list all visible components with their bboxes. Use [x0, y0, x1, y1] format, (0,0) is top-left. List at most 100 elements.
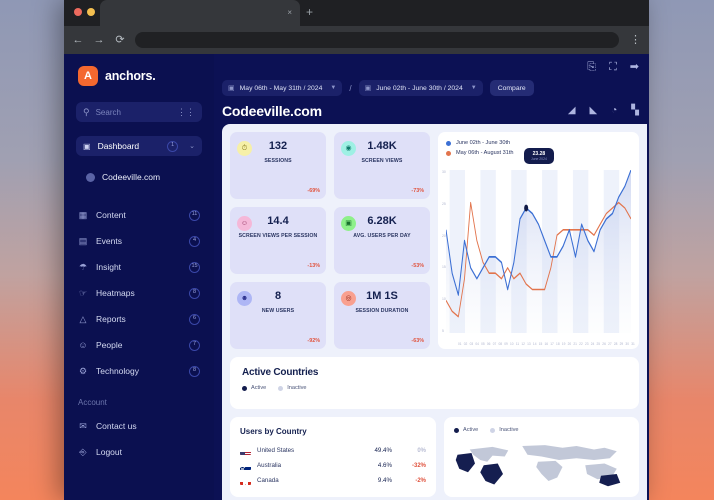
section-title: Active Countries	[242, 367, 319, 378]
app-root: A anchors. ⚲ Search ⋮⋮ ▣ Dashboard 1 ⌄ C…	[64, 54, 649, 500]
legend-item-inactive[interactable]: Inactive	[278, 385, 307, 391]
sidebar-item-events[interactable]: ▤ Events 4	[64, 228, 214, 254]
reload-icon[interactable]: ⟳	[115, 33, 125, 46]
sidebar-item-content[interactable]: ▦ Content 11	[64, 202, 214, 228]
logout-icon: ⎆	[79, 446, 87, 457]
chevron-down-icon[interactable]: ▼	[470, 85, 477, 91]
stat-delta: -92%	[307, 338, 320, 344]
chevron-down-icon[interactable]: ▼	[330, 85, 337, 91]
download-icon[interactable]: ⎘	[587, 61, 597, 73]
browser-tabstrip: × +	[64, 0, 649, 26]
date-range-controls: ▣ May 06th - May 31th / 2024 ▼ / ▣ June …	[222, 80, 534, 96]
logo-icon: A	[78, 66, 98, 86]
close-icon[interactable]: ×	[287, 8, 292, 17]
sidebar-item-reports[interactable]: △ Reports 6	[64, 306, 214, 332]
legend-item-active[interactable]: Active	[454, 427, 478, 433]
brand-logo[interactable]: A anchors.	[64, 54, 214, 86]
map-active-regions	[455, 453, 621, 487]
smile-icon: ☺	[237, 216, 252, 231]
sidebar-subitem-label: Codeeville.com	[102, 172, 161, 182]
x-tick: 29	[619, 342, 624, 346]
legend-item-series-1[interactable]: June 02th - June 30th	[446, 140, 631, 146]
us-flag-icon	[240, 447, 251, 455]
sidebar-item-insight[interactable]: ☂ Insight 15	[64, 254, 214, 280]
chart-line-series-2	[445, 201, 632, 318]
stat-card-sessions[interactable]: ⏱ 132 SESSIONS -69%	[230, 132, 326, 199]
map-legend: Active Inactive	[454, 427, 629, 433]
new-tab-button[interactable]: +	[306, 5, 314, 19]
x-tick: 21	[573, 342, 577, 346]
legend-item-inactive[interactable]: Inactive	[490, 427, 519, 433]
x-tick: 03	[469, 342, 474, 346]
x-tick: 12	[521, 342, 525, 346]
close-window-button[interactable]	[74, 8, 82, 16]
expand-icon[interactable]: ⛶	[609, 61, 617, 73]
x-tick: 07	[492, 342, 497, 346]
country-delta: -2%	[415, 477, 426, 484]
pie-chart-icon[interactable]: ◔	[611, 105, 618, 116]
chevron-down-icon[interactable]: ⌄	[189, 142, 195, 150]
sidebar-item-heatmaps[interactable]: ☞ Heatmaps 8	[64, 280, 214, 306]
address-bar[interactable]	[135, 32, 619, 48]
mail-icon: ✉	[79, 420, 87, 431]
stat-label: NEW USERS	[261, 308, 295, 315]
overview-row: ⏱ 132 SESSIONS -69% ◉ 1.48K SCREEN VIEWS…	[230, 132, 639, 349]
sidebar-item-contact-us[interactable]: ✉ Contact us	[64, 413, 214, 439]
stat-value: 1M 1S	[366, 290, 398, 302]
sidebar-item-technology[interactable]: ⚙ Technology 8	[64, 358, 214, 384]
browser-tab[interactable]: ×	[100, 0, 300, 26]
export-icon[interactable]: ➡	[629, 61, 639, 73]
table-row[interactable]: United States 49.4% 0%	[240, 443, 426, 458]
table-row[interactable]: Canada 9.4% -2%	[240, 473, 426, 488]
world-map-card: Active Inactive	[444, 417, 639, 497]
legend-label: Active	[463, 427, 479, 433]
sidebar-item-label: People	[96, 340, 123, 350]
sidebar-item-logout[interactable]: ⎆ Logout	[64, 439, 214, 465]
date-separator: /	[349, 83, 352, 93]
events-icon: ▤	[78, 235, 88, 246]
filter-icon[interactable]: ⋮⋮	[177, 106, 195, 117]
stat-card-avg-users-per-day[interactable]: ▣ 6.28K AVG. USERS PER DAY -53%	[334, 207, 430, 274]
content-icon: ▦	[78, 209, 88, 220]
sidebar-nav-list: ▦ Content 11 ▤ Events 4 ☂ Insight 15 ☞ H…	[64, 202, 214, 384]
browser-menu-icon[interactable]: ⋮	[630, 33, 641, 46]
back-icon[interactable]: ←	[72, 33, 84, 46]
stat-card-session-duration[interactable]: ◎ 1M 1S SESSION DURATION -63%	[334, 282, 430, 349]
minimize-window-button[interactable]	[87, 8, 95, 16]
chart-highlight-point[interactable]	[524, 204, 529, 212]
sidebar-item-people[interactable]: ☺ People 7	[64, 332, 214, 358]
stat-card-screen-views[interactable]: ◉ 1.48K SCREEN VIEWS -73%	[334, 132, 430, 199]
calendar-icon: ▣	[364, 84, 372, 92]
area-chart-icon[interactable]: ◣	[589, 105, 598, 116]
sidebar-item-codeeville[interactable]: Codeeville.com	[64, 156, 214, 182]
legend-color-dot	[278, 385, 284, 391]
legend-item-active[interactable]: Active	[242, 385, 266, 391]
x-tick: 15	[538, 342, 543, 346]
line-chart-icon[interactable]: ◢	[567, 105, 576, 116]
stat-card-new-users[interactable]: ☻ 8 NEW USERS -92%	[230, 282, 326, 349]
forward-icon[interactable]: →	[93, 33, 105, 46]
x-tick: 10	[510, 342, 514, 346]
search-input[interactable]: ⚲ Search ⋮⋮	[76, 102, 202, 122]
date-range-picker-1[interactable]: ▣ May 06th - May 31th / 2024 ▼	[222, 80, 343, 96]
sidebar-item-label: Content	[96, 210, 126, 220]
date-range-picker-2[interactable]: ▣ June 02th - June 30th / 2024 ▼	[358, 80, 483, 96]
sidebar-section-account: Account	[78, 398, 107, 407]
y-tick: 25	[442, 201, 446, 206]
sidebar-item-dashboard[interactable]: ▣ Dashboard 1 ⌄	[76, 136, 202, 156]
browser-window: × + ← → ⟳ ⋮ A anchors. ⚲ Search ⋮⋮ ▣ Das…	[64, 0, 649, 500]
table-row[interactable]: Australia 4.6% -32%	[240, 458, 426, 473]
x-tick: 28	[613, 342, 618, 346]
x-tick: 18	[556, 342, 560, 346]
legend-label: Active	[251, 385, 267, 391]
bar-chart-icon[interactable]: ▚	[631, 105, 639, 116]
legend-item-series-2[interactable]: May 06th - August 31th	[446, 150, 631, 156]
dashboard-icon: ▣	[83, 141, 91, 151]
legend-color-dot	[454, 427, 459, 433]
compare-button[interactable]: Compare	[489, 80, 534, 96]
y-tick: 5	[442, 328, 444, 333]
clock-icon: ⏱	[237, 141, 252, 156]
world-map[interactable]	[454, 439, 629, 500]
users-icon: ▣	[341, 216, 356, 231]
stat-card-screen-views-per-session[interactable]: ☺ 14.4 SCREEN VIEWS PER SESSION -13%	[230, 207, 326, 274]
